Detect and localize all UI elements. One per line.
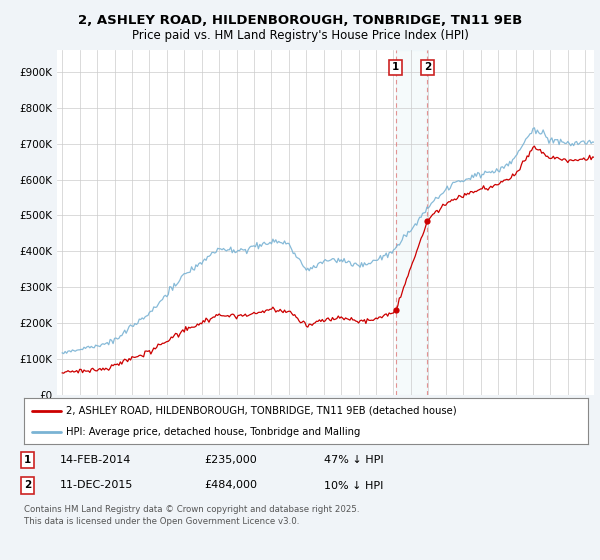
Text: 2: 2 (424, 63, 431, 72)
Text: 2, ASHLEY ROAD, HILDENBOROUGH, TONBRIDGE, TN11 9EB: 2, ASHLEY ROAD, HILDENBOROUGH, TONBRIDGE… (78, 14, 522, 27)
Text: 2, ASHLEY ROAD, HILDENBOROUGH, TONBRIDGE, TN11 9EB (detached house): 2, ASHLEY ROAD, HILDENBOROUGH, TONBRIDGE… (66, 405, 457, 416)
Text: 2: 2 (24, 480, 31, 491)
Text: Price paid vs. HM Land Registry's House Price Index (HPI): Price paid vs. HM Land Registry's House … (131, 29, 469, 42)
Bar (395, 50, 427, 395)
Text: £484,000: £484,000 (204, 480, 257, 491)
Text: 1: 1 (24, 455, 31, 465)
Text: HPI: Average price, detached house, Tonbridge and Malling: HPI: Average price, detached house, Tonb… (66, 427, 361, 437)
Text: Contains HM Land Registry data © Crown copyright and database right 2025.
This d: Contains HM Land Registry data © Crown c… (24, 505, 359, 526)
Text: 10% ↓ HPI: 10% ↓ HPI (324, 480, 383, 491)
Text: £235,000: £235,000 (204, 455, 257, 465)
Text: 1: 1 (392, 63, 399, 72)
Text: 47% ↓ HPI: 47% ↓ HPI (324, 455, 383, 465)
Text: 11-DEC-2015: 11-DEC-2015 (60, 480, 133, 491)
Text: 14-FEB-2014: 14-FEB-2014 (60, 455, 131, 465)
